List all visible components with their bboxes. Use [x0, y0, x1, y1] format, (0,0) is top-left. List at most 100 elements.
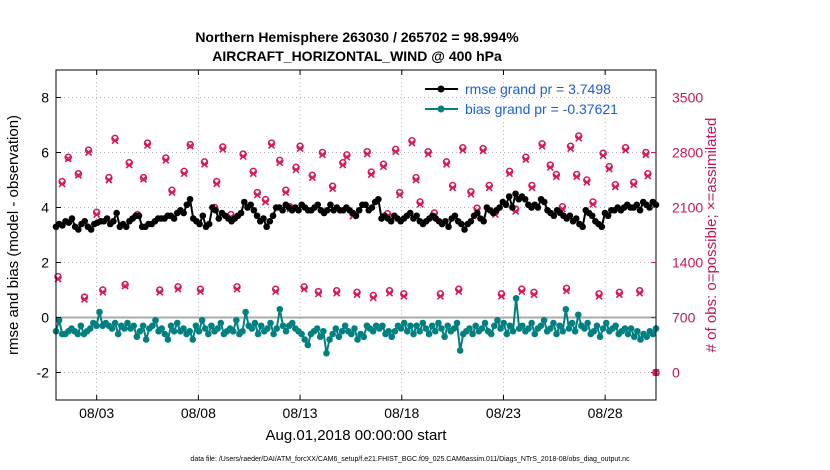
obs-assimilated-point: [186, 142, 194, 150]
obs-assimilated-stroke: [314, 290, 322, 298]
obs-assimilated-point: [583, 178, 591, 186]
y-tick-label: -2: [37, 365, 50, 381]
plot-area: [56, 70, 656, 400]
x-tick-label: 08/23: [486, 405, 521, 421]
y2-tick-label: 3500: [672, 90, 703, 106]
bias-point: [403, 327, 411, 335]
obs-assimilated-stroke: [442, 160, 451, 168]
rmse-point: [375, 195, 382, 203]
bias-point: [621, 325, 629, 332]
obs-assimilated-stroke: [84, 148, 93, 157]
bias-point: [248, 325, 256, 332]
obs-assimilated-point: [156, 288, 164, 296]
bias-point: [559, 327, 567, 335]
y2-tick-label: 2800: [672, 145, 703, 161]
bias-point: [419, 319, 427, 327]
bias-point: [540, 316, 548, 324]
obs-assimilated-point: [261, 198, 270, 206]
obs-assimilated-point: [396, 191, 404, 199]
bias-point: [568, 319, 576, 327]
obs-assimilated-point: [485, 184, 493, 192]
rmse-point: [521, 195, 529, 203]
rmse-point: [480, 217, 487, 225]
obs-assimilated-point: [530, 291, 538, 299]
obs-assimilated-stroke: [538, 142, 546, 150]
y-axis-label: rmse and bias (model - observation): [5, 115, 22, 355]
bias-point: [565, 325, 573, 332]
obs-assimilated-stroke: [518, 288, 526, 296]
obs-assimilated-point: [459, 146, 467, 154]
rmse-point: [598, 223, 606, 231]
bias-point: [547, 325, 554, 332]
x-axis-label: Aug.01,2018 00:00:00 start: [266, 427, 448, 444]
bias-point: [581, 325, 588, 332]
rmse-point: [122, 223, 130, 231]
bias-point: [136, 327, 144, 335]
rmse-point: [314, 201, 322, 209]
obs-assimilated-point: [605, 165, 613, 173]
rmse-point: [323, 206, 331, 214]
obs-assimilated-point: [333, 289, 341, 297]
bias-point: [164, 336, 172, 343]
bias-point: [189, 336, 197, 343]
bias-point: [416, 327, 424, 335]
bias-point: [229, 327, 237, 335]
x-tick-label: 08/08: [181, 405, 216, 421]
obs-assimilated-stroke: [272, 288, 280, 296]
rmse-point: [451, 212, 459, 220]
obs-assimilated-stroke: [99, 288, 107, 296]
obs-assimilated-stroke: [249, 170, 257, 178]
rmse-point: [196, 220, 203, 228]
obs-assimilated-stroke: [467, 190, 475, 198]
obs-assimilated-point: [105, 176, 113, 184]
obs-assimilated-stroke: [253, 191, 261, 199]
bias-point: [441, 333, 448, 341]
obs-assimilated-stroke: [111, 137, 119, 145]
obs-assimilated-stroke: [233, 285, 241, 293]
obs-assimilated-point: [385, 289, 394, 297]
obs-assimilated-point: [272, 288, 280, 296]
bias-point: [205, 330, 212, 338]
obs-assimilated-point: [528, 184, 536, 192]
rmse-point: [413, 212, 420, 220]
bias-point: [634, 327, 641, 335]
bias-point: [152, 316, 159, 324]
obs-assimilated-stroke: [589, 200, 597, 208]
obs-assimilated-stroke: [329, 185, 337, 193]
rmse-point: [509, 204, 516, 211]
obs-assimilated-stroke: [196, 288, 204, 296]
bias-point: [428, 322, 436, 330]
obs-assimilated-point: [642, 151, 650, 159]
bias-point: [111, 319, 119, 327]
obs-assimilated-point: [367, 170, 375, 179]
obs-assimilated-point: [538, 142, 546, 150]
rmse-point: [215, 215, 223, 222]
data-file-footnote: data file: /Users/raeder/DAI/ATM_forcXX/…: [190, 456, 630, 463]
bias-point: [453, 319, 461, 327]
obs-assimilated-point: [442, 160, 451, 168]
x-tick-label: 08/28: [588, 405, 623, 421]
obs-assimilated-point: [125, 161, 133, 169]
obs-assimilated-point: [611, 183, 619, 191]
bias-point: [351, 325, 358, 332]
obs-assimilated-point: [219, 145, 227, 153]
y-axis-ticks: -2 0 2 4 6 8: [37, 90, 61, 381]
obs-assimilated-stroke: [392, 148, 400, 156]
obs-assimilated-stroke: [546, 163, 554, 171]
obs-assimilated-point: [467, 190, 475, 198]
bias-point: [264, 325, 271, 332]
bias-point: [142, 336, 150, 343]
rmse-point: [406, 209, 414, 217]
obs-possible-point: [121, 280, 129, 289]
rmse-point: [68, 215, 76, 222]
obs-assimilated-point: [339, 161, 347, 169]
obs-assimilated-point: [400, 292, 408, 300]
bias-point: [491, 322, 498, 330]
obs-assimilated-stroke: [219, 145, 227, 153]
bias-point: [593, 322, 601, 330]
bias-point: [316, 333, 324, 341]
obs-assimilated-point: [505, 170, 514, 178]
obs-assimilated-stroke: [143, 141, 152, 149]
bias-point: [121, 325, 128, 332]
bias-point: [444, 322, 452, 330]
